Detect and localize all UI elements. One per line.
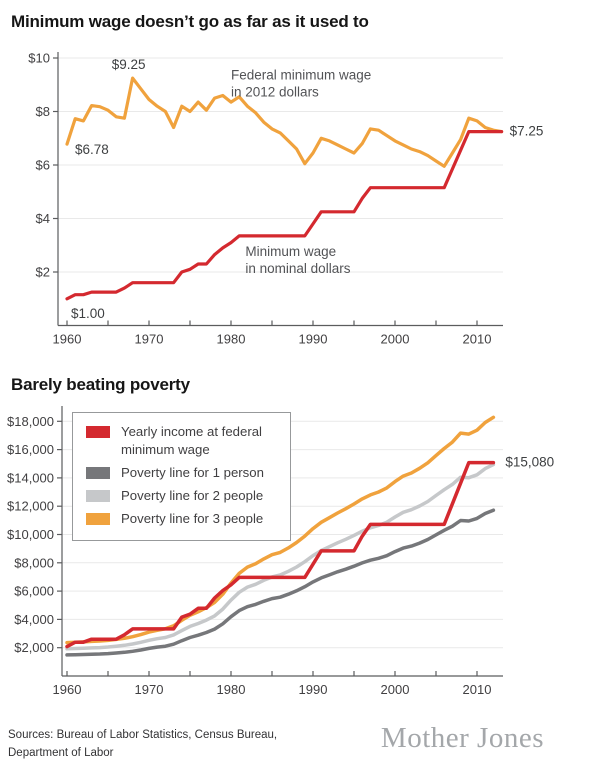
svg-text:1970: 1970 bbox=[135, 682, 164, 697]
svg-text:1960: 1960 bbox=[53, 332, 82, 347]
svg-text:$4,000: $4,000 bbox=[14, 612, 54, 627]
legend-item-poverty-2-people: Poverty line for 2 people bbox=[86, 487, 280, 505]
sources-note: Sources: Bureau of Labor Statistics, Cen… bbox=[8, 727, 277, 763]
annotation: Federal minimum wage bbox=[231, 67, 371, 82]
sources-line-1: Sources: Bureau of Labor Statistics, Cen… bbox=[8, 729, 278, 741]
legend-item-poverty-3-people: Poverty line for 3 people bbox=[86, 510, 280, 528]
annotation: $6.78 bbox=[75, 142, 109, 157]
series-minimum-wage-income bbox=[65, 460, 496, 649]
svg-text:1980: 1980 bbox=[217, 682, 246, 697]
chart1-title: Minimum wage doesn’t go as far as it use… bbox=[11, 12, 369, 31]
annotation: $1.00 bbox=[71, 306, 105, 321]
chart-2: $2,000 $4,000 $6,000 $8,000 $10,000 $12,000 $1… bbox=[7, 406, 554, 697]
svg-text:$10,000: $10,000 bbox=[7, 527, 54, 542]
svg-text:$16,000: $16,000 bbox=[7, 442, 54, 457]
svg-text:1970: 1970 bbox=[135, 332, 164, 347]
svg-text:1990: 1990 bbox=[299, 332, 328, 347]
svg-text:$6: $6 bbox=[36, 158, 50, 173]
svg-text:$6,000: $6,000 bbox=[14, 584, 54, 599]
series-poverty-1-person bbox=[65, 508, 496, 657]
annotation: in nominal dollars bbox=[245, 261, 350, 276]
svg-text:1980: 1980 bbox=[217, 332, 246, 347]
series-poverty-2-people bbox=[65, 462, 496, 651]
svg-text:2000: 2000 bbox=[381, 682, 410, 697]
annotation: $9.25 bbox=[112, 57, 146, 72]
svg-text:1960: 1960 bbox=[53, 682, 82, 697]
legend-item-poverty-1-person: Poverty line for 1 person bbox=[86, 464, 280, 482]
chart2-title: Barely beating poverty bbox=[11, 375, 190, 394]
annotation: $15,080 bbox=[505, 455, 554, 470]
series-real-2012-dollars bbox=[65, 76, 504, 168]
svg-text:2010: 2010 bbox=[463, 332, 492, 347]
svg-text:$2: $2 bbox=[36, 265, 50, 280]
legend-swatch-poverty-3-people bbox=[86, 513, 110, 525]
legend-label: Poverty line for 1 person bbox=[121, 465, 264, 480]
legend-swatch-poverty-2-people bbox=[86, 490, 110, 502]
legend-label: Poverty line for 2 people bbox=[121, 488, 264, 503]
series-poverty-3-people bbox=[65, 415, 496, 645]
svg-text:$2,000: $2,000 bbox=[14, 640, 54, 655]
series-nominal-dollars bbox=[65, 130, 504, 301]
legend-label: Poverty line for 3 people bbox=[121, 511, 264, 526]
svg-text:$8,000: $8,000 bbox=[14, 555, 54, 570]
chart2-legend: Yearly income at federal minimum wage Po… bbox=[72, 412, 291, 541]
sources-line-2: Department of Labor bbox=[8, 746, 114, 759]
svg-text:$8: $8 bbox=[36, 104, 50, 119]
svg-text:$18,000: $18,000 bbox=[7, 414, 54, 429]
svg-text:$4: $4 bbox=[36, 211, 50, 226]
annotation: $7.25 bbox=[510, 124, 544, 139]
legend-item-minimum-wage-income: Yearly income at federal minimum wage bbox=[86, 423, 280, 459]
legend-swatch-minimum-wage-income bbox=[86, 426, 110, 438]
legend-swatch-poverty-1-person bbox=[86, 467, 110, 479]
annotation: in 2012 dollars bbox=[231, 84, 319, 99]
svg-text:2000: 2000 bbox=[381, 332, 410, 347]
svg-text:$10: $10 bbox=[28, 51, 50, 66]
svg-text:1990: 1990 bbox=[299, 682, 328, 697]
svg-text:2010: 2010 bbox=[463, 682, 492, 697]
chart-1: $2 $4 $6 $8 $10 1960 1970 1980 1990 2000 2010 $9.25… bbox=[28, 51, 543, 347]
brand-logo: Mother Jones bbox=[380, 722, 544, 754]
legend-label: Yearly income at federal minimum wage bbox=[121, 424, 262, 457]
svg-text:$12,000: $12,000 bbox=[7, 499, 54, 514]
annotation: Minimum wage bbox=[245, 244, 336, 259]
svg-text:$14,000: $14,000 bbox=[7, 470, 54, 485]
